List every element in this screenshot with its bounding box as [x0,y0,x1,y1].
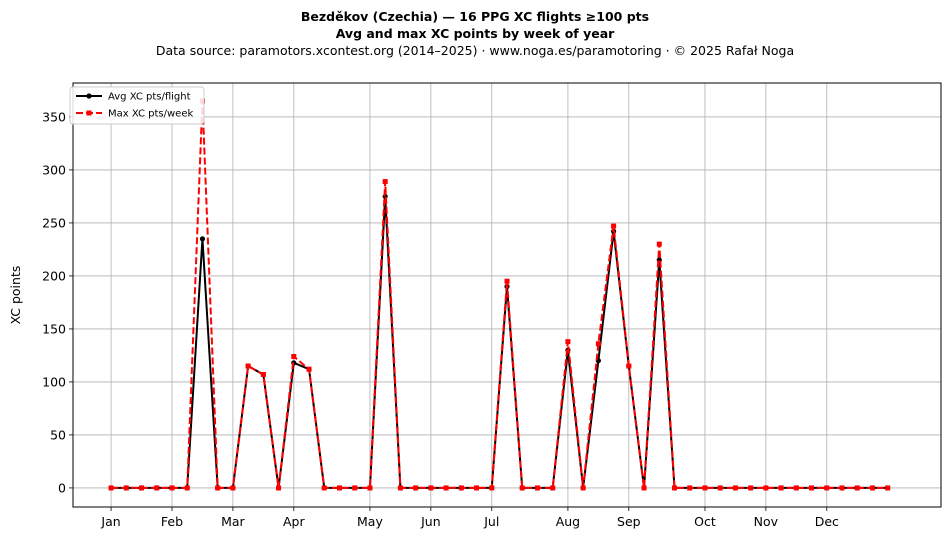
data-point-max [215,485,221,491]
y-tick-label: 300 [42,162,66,177]
x-tick-label: Aug [556,514,580,529]
data-point-max [519,485,525,491]
data-point-max [778,485,784,491]
y-axis-label: XC points [8,266,23,325]
data-point-max [413,485,419,491]
data-point-max [306,366,312,372]
chart-titles: Bezděkov (Czechia) — 16 PPG XC flights ≥… [0,8,950,59]
axes: 0 50 100 150 200 250 300 350 Jan Feb Mar Apr May Jun J… [42,109,839,529]
x-tick-label: Dec [815,514,839,529]
data-point-max [504,278,510,284]
data-point-avg [199,236,206,242]
data-point-max [550,485,556,491]
legend-marker [86,110,92,116]
data-point-max [108,485,114,491]
x-tick-label: May [357,514,383,529]
data-point-max [641,485,647,491]
y-tick-label: 150 [42,321,66,336]
series-line-max [111,100,888,489]
data-point-max [458,485,464,491]
data-point-max [611,223,617,229]
series-layer [108,98,891,491]
chart-title: Bezděkov (Czechia) — 16 PPG XC flights ≥… [300,9,650,24]
data-point-max [397,485,403,491]
data-point-max [184,485,190,491]
data-point-max [489,485,495,491]
legend-label: Max XC pts/week [108,109,193,120]
data-point-max [672,485,678,491]
legend-marker [86,93,92,99]
data-point-max [854,485,860,491]
x-tick-label: Jul [483,514,499,529]
data-point-max [169,485,175,491]
y-tick-label: 0 [58,480,66,495]
data-point-max [809,485,815,491]
data-point-max [717,485,723,491]
data-point-max [534,485,540,491]
data-point-max [626,363,632,369]
data-point-max [245,363,251,369]
legend: Avg XC pts/flight Max XC pts/week [69,86,205,125]
data-point-max [702,485,708,491]
x-tick-label: Feb [161,514,183,529]
plot-frame [72,82,942,508]
data-point-max [687,485,693,491]
data-point-max [321,485,327,491]
data-point-max [565,339,571,345]
data-point-max [428,485,434,491]
y-tick-label: 350 [42,109,66,124]
chart-source: Data source: paramotors.xcontest.org (20… [155,43,795,58]
x-tick-label: Mar [221,514,245,529]
data-point-max [748,485,754,491]
y-tick-label: 250 [42,215,66,230]
y-tick-label: 100 [42,374,66,389]
data-point-max [352,485,358,491]
data-point-max [839,485,845,491]
legend-box [69,86,205,125]
x-tick-label: Oct [694,514,716,529]
x-tick-label: Nov [754,514,779,529]
data-point-max [382,179,388,185]
data-point-max [793,485,799,491]
data-point-max [869,485,875,491]
data-point-max [580,485,586,491]
y-tick-label: 200 [42,268,66,283]
data-point-max [732,485,738,491]
data-point-max [763,485,769,491]
data-point-max [824,485,830,491]
chart-subtitle: Avg and max XC points by week of year [335,26,615,41]
data-point-max [885,485,891,491]
data-point-max [276,485,282,491]
data-point-max [595,341,601,347]
data-point-max [139,485,145,491]
legend-label: Avg XC pts/flight [108,92,191,103]
x-tick-label: Jun [420,514,441,529]
x-tick-label: Sep [617,514,641,529]
data-point-max [291,353,297,359]
data-point-max [230,485,236,491]
series-line-avg [111,195,888,489]
data-point-max [154,485,160,491]
data-point-max [336,485,342,491]
y-tick-label: 50 [50,427,66,442]
x-tick-label: Jan [100,514,120,529]
x-tick-label: Apr [283,514,305,529]
data-point-max [474,485,480,491]
data-point-max [260,372,266,377]
data-point-max [443,485,449,491]
data-point-max [656,241,662,247]
data-point-max [123,485,129,491]
data-point-max [367,485,373,491]
